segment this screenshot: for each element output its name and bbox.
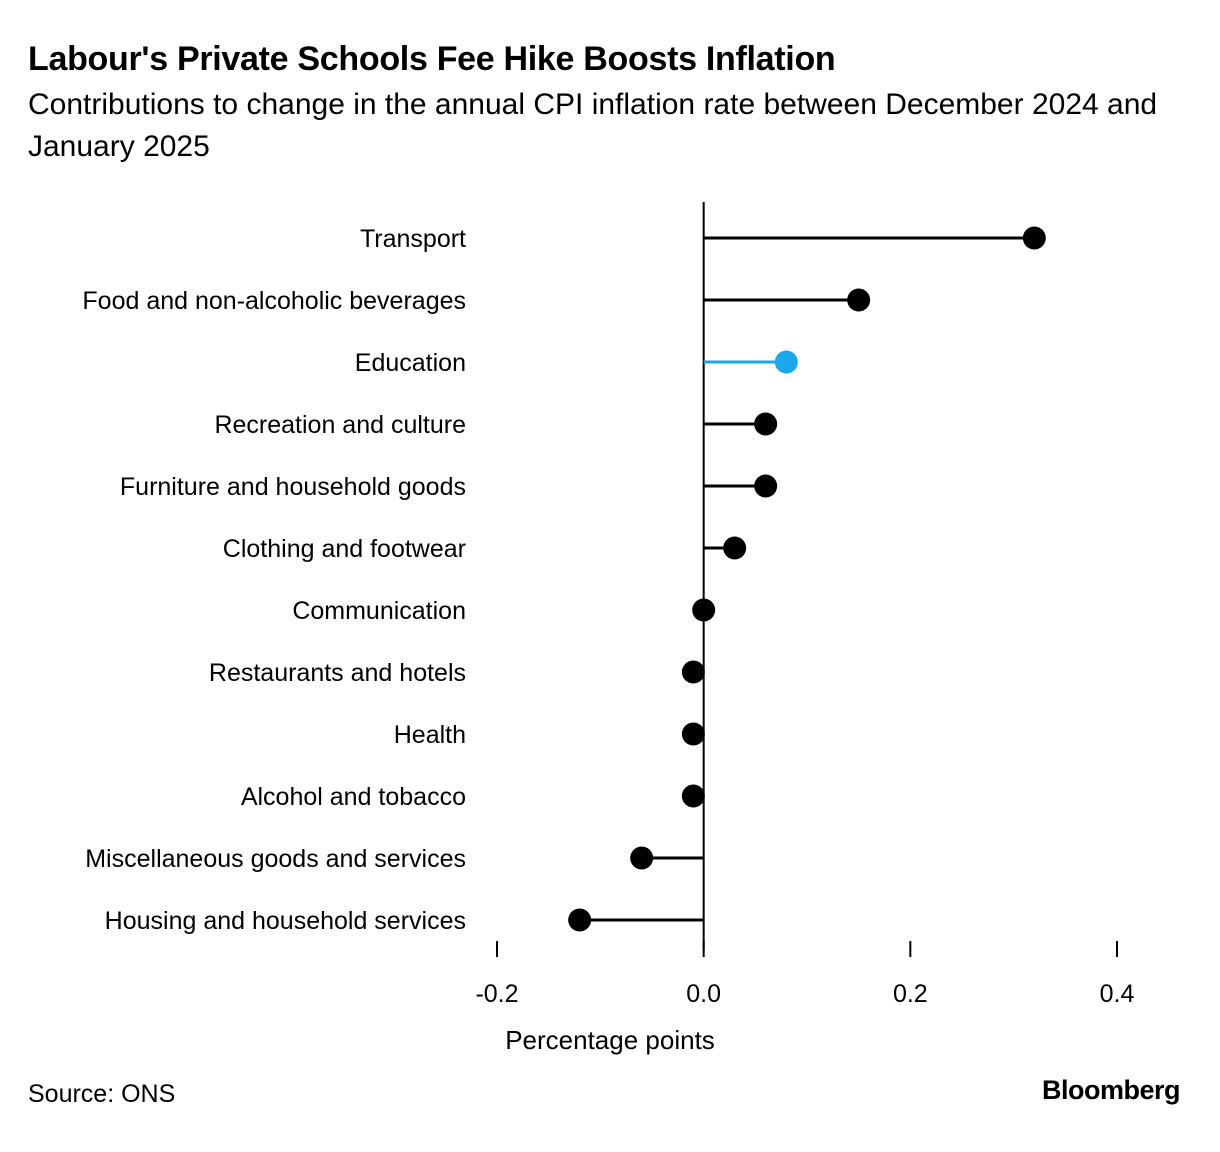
category-label-alcohol-and-tobacco: Alcohol and tobacco — [241, 783, 466, 811]
category-label-communication: Communication — [292, 597, 466, 625]
dot-clothing-and-footwear — [723, 536, 747, 560]
dot-miscellaneous-goods-and-services — [630, 846, 654, 870]
x-tick-label: 0.0 — [686, 980, 721, 1008]
source-note: Source: ONS — [28, 1080, 176, 1108]
chart-title: Labour's Private Schools Fee Hike Boosts… — [28, 40, 836, 78]
bloomberg-logo: Bloomberg — [1041, 1075, 1181, 1105]
dot-alcohol-and-tobacco — [681, 784, 705, 808]
category-label-education: Education — [355, 349, 466, 377]
dot-health — [681, 722, 705, 746]
dot-restaurants-and-hotels — [681, 660, 705, 684]
category-label-miscellaneous-goods-and-services: Miscellaneous goods and services — [85, 845, 466, 873]
category-label-furniture-and-household-goods: Furniture and household goods — [120, 473, 466, 501]
category-label-food-and-non-alcoholic-beverages: Food and non-alcoholic beverages — [82, 287, 466, 315]
dot-food-and-non-alcoholic-beverages — [847, 288, 871, 312]
category-label-transport: Transport — [360, 225, 466, 253]
x-tick-label: -0.2 — [475, 980, 518, 1008]
category-label-restaurants-and-hotels: Restaurants and hotels — [209, 659, 466, 687]
x-tick-label: 0.4 — [1100, 980, 1135, 1008]
category-label-housing-and-household-services: Housing and household services — [105, 907, 466, 935]
dot-housing-and-household-services — [568, 908, 592, 932]
dot-communication — [692, 598, 716, 622]
chart-subtitle: Contributions to change in the annual CP… — [28, 88, 1158, 163]
x-axis-title: Percentage points — [505, 1025, 715, 1055]
dot-education — [774, 350, 798, 374]
dot-recreation-and-culture — [754, 412, 778, 436]
category-label-clothing-and-footwear: Clothing and footwear — [223, 535, 466, 563]
dot-furniture-and-household-goods — [754, 474, 778, 498]
category-label-recreation-and-culture: Recreation and culture — [214, 411, 466, 439]
x-tick-label: 0.2 — [893, 980, 928, 1008]
dot-transport — [1022, 226, 1046, 250]
category-label-health: Health — [394, 721, 466, 749]
